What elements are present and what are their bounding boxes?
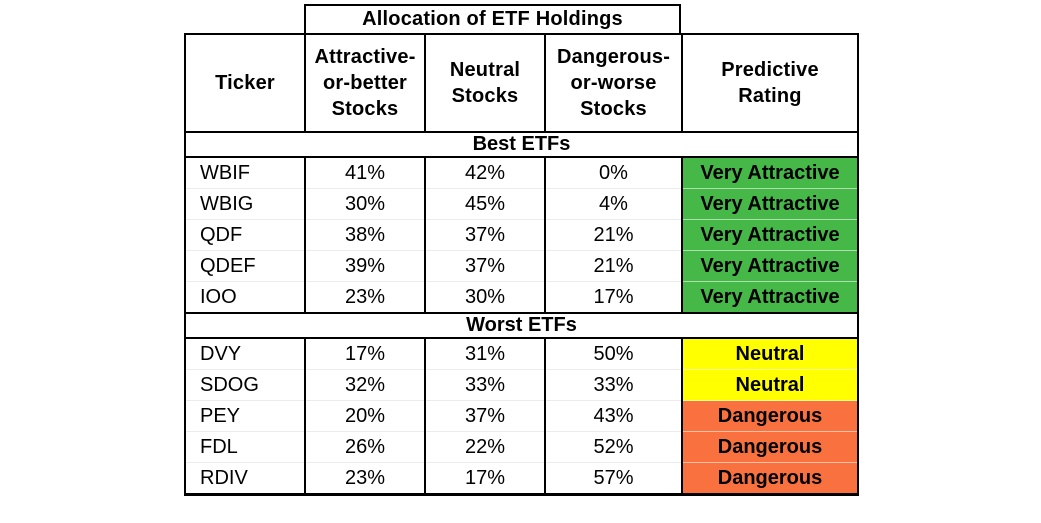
neutral-cell: 22% (424, 431, 546, 463)
dangerous-cell: 57% (544, 462, 683, 495)
ticker-cell: QDEF (184, 250, 306, 282)
dangerous-cell: 52% (544, 431, 683, 463)
column-header-ticker: Ticker (184, 33, 306, 133)
ticker-cell: PEY (184, 400, 306, 432)
ticker-cell: DVY (184, 337, 306, 370)
rating-cell: Very Attractive (681, 250, 859, 282)
neutral-cell: 17% (424, 462, 546, 495)
column-header-row: Ticker Attractive- or-better Stocks Neut… (184, 33, 859, 133)
table-body: Best ETFs WBIF 41% 42% 0% Very Attractiv… (184, 131, 859, 495)
neutral-cell: 30% (424, 281, 546, 313)
header-spacer-right (681, 4, 857, 33)
attractive-cell: 32% (304, 369, 426, 401)
ticker-cell: WBIG (184, 188, 306, 220)
dangerous-cell: 0% (544, 156, 683, 189)
allocation-header-row: Allocation of ETF Holdings (184, 4, 857, 33)
rating-cell: Dangerous (681, 462, 859, 495)
attractive-cell: 41% (304, 156, 426, 189)
etf-table: Ticker Attractive- or-better Stocks Neut… (184, 33, 859, 496)
dangerous-cell: 50% (544, 337, 683, 370)
section-header-row: Worst ETFs (185, 312, 858, 339)
section-label: Worst ETFs (185, 312, 858, 339)
attractive-cell: 23% (304, 462, 426, 495)
neutral-cell: 37% (424, 250, 546, 282)
attractive-cell: 39% (304, 250, 426, 282)
dangerous-cell: 43% (544, 400, 683, 432)
ticker-cell: RDIV (184, 462, 306, 495)
neutral-cell: 37% (424, 219, 546, 251)
dangerous-cell: 21% (544, 219, 683, 251)
attractive-cell: 17% (304, 337, 426, 370)
column-header-rating: Predictive Rating (681, 33, 859, 133)
dangerous-cell: 17% (544, 281, 683, 313)
section-header-row: Best ETFs (185, 131, 858, 158)
attractive-cell: 20% (304, 400, 426, 432)
attractive-cell: 23% (304, 281, 426, 313)
rating-cell: Dangerous (681, 431, 859, 463)
neutral-cell: 33% (424, 369, 546, 401)
rating-cell: Very Attractive (681, 281, 859, 313)
table-row: DVY 17% 31% 50% Neutral (184, 337, 859, 370)
rating-cell: Very Attractive (681, 219, 859, 251)
ticker-cell: IOO (184, 281, 306, 313)
dangerous-cell: 4% (544, 188, 683, 220)
table-row: IOO 23% 30% 17% Very Attractive (184, 281, 859, 313)
ticker-cell: SDOG (184, 369, 306, 401)
section-label: Best ETFs (185, 131, 858, 158)
neutral-cell: 45% (424, 188, 546, 220)
rating-cell: Very Attractive (681, 188, 859, 220)
table-row: WBIG 30% 45% 4% Very Attractive (184, 188, 859, 220)
rating-cell: Dangerous (681, 400, 859, 432)
attractive-cell: 38% (304, 219, 426, 251)
ticker-cell: WBIF (184, 156, 306, 189)
column-header-dangerous: Dangerous- or-worse Stocks (544, 33, 683, 133)
neutral-cell: 31% (424, 337, 546, 370)
table-row: PEY 20% 37% 43% Dangerous (184, 400, 859, 432)
column-header-attractive: Attractive- or-better Stocks (304, 33, 426, 133)
allocation-header: Allocation of ETF Holdings (304, 4, 681, 33)
column-header-neutral: Neutral Stocks (424, 33, 546, 133)
table-row: QDEF 39% 37% 21% Very Attractive (184, 250, 859, 282)
rating-cell: Neutral (681, 369, 859, 401)
attractive-cell: 26% (304, 431, 426, 463)
dangerous-cell: 21% (544, 250, 683, 282)
table-row: WBIF 41% 42% 0% Very Attractive (184, 156, 859, 189)
ticker-cell: FDL (184, 431, 306, 463)
table-row: FDL 26% 22% 52% Dangerous (184, 431, 859, 463)
neutral-cell: 42% (424, 156, 546, 189)
dangerous-cell: 33% (544, 369, 683, 401)
etf-holdings-table: Allocation of ETF Holdings Ticker Attrac… (184, 4, 859, 496)
neutral-cell: 37% (424, 400, 546, 432)
rating-cell: Neutral (681, 337, 859, 370)
rating-cell: Very Attractive (681, 156, 859, 189)
table-row: SDOG 32% 33% 33% Neutral (184, 369, 859, 401)
header-spacer-left (184, 4, 304, 33)
table-row: QDF 38% 37% 21% Very Attractive (184, 219, 859, 251)
table-row: RDIV 23% 17% 57% Dangerous (184, 462, 859, 495)
ticker-cell: QDF (184, 219, 306, 251)
attractive-cell: 30% (304, 188, 426, 220)
